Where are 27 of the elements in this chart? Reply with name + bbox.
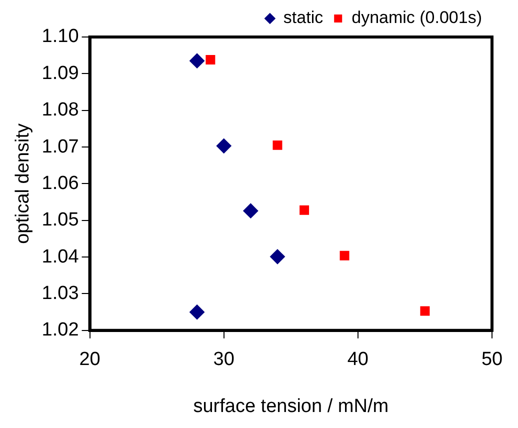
y-tick-label: 1.07 <box>42 136 79 158</box>
legend-label: dynamic (0.001s) <box>352 8 482 28</box>
point <box>270 249 285 264</box>
x-tick-label: 40 <box>347 349 368 370</box>
point <box>272 140 282 150</box>
point <box>340 250 350 260</box>
point <box>206 54 216 64</box>
point <box>243 203 258 218</box>
y-axis-title: optical density <box>12 123 34 244</box>
point <box>420 306 430 316</box>
y-tick-label: 1.02 <box>42 320 79 341</box>
point <box>190 304 205 320</box>
y-tick-label: 1.10 <box>42 26 79 48</box>
y-tick-label: 1.05 <box>42 210 79 231</box>
point <box>300 205 310 215</box>
y-tick-label: 1.04 <box>42 246 80 268</box>
y-tick-label: 1.03 <box>42 282 79 304</box>
x-tick-label: 50 <box>481 349 503 370</box>
y-tick-label: 1.08 <box>42 100 79 121</box>
y-tick-label: 1.06 <box>42 172 79 194</box>
x-axis-title: surface tension / mN/m <box>193 396 389 417</box>
y-tick-label: 1.09 <box>42 62 79 84</box>
x-tick-label: 20 <box>79 349 100 370</box>
point <box>190 53 205 68</box>
point <box>216 138 232 154</box>
legend-label: static <box>283 8 324 28</box>
x-tick-label: 30 <box>213 349 234 370</box>
